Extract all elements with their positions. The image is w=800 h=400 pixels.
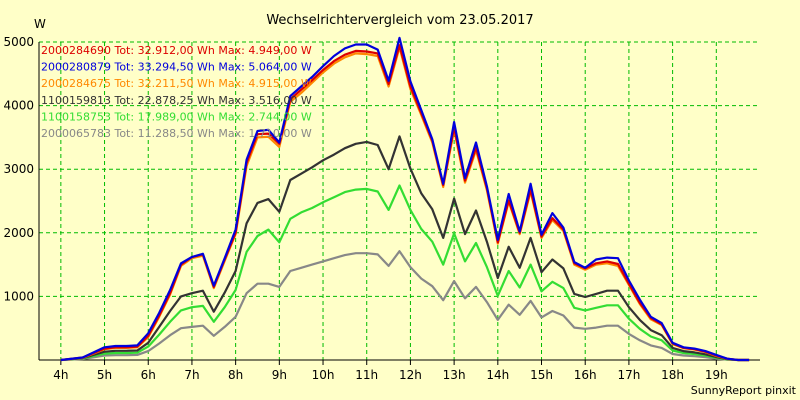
x-tick-label: 17h xyxy=(617,368,640,382)
y-tick-label: 4000 xyxy=(3,99,34,113)
series-line-2000280879 xyxy=(60,36,750,362)
x-tick-label: 10h xyxy=(312,368,335,382)
x-tick-label: 13h xyxy=(443,368,466,382)
x-tick-label: 9h xyxy=(272,368,287,382)
x-tick-label: 18h xyxy=(661,368,684,382)
legend-entry-1100159813: 1100159813 Tot: 22.878,25 Wh Max: 3.516,… xyxy=(41,94,312,107)
x-tick-label: 16h xyxy=(574,368,597,382)
series-line-1100159813 xyxy=(60,135,750,362)
x-tick-label: 19h xyxy=(705,368,728,382)
legend-entry-2000284675: 2000284675 Tot: 32.211,50 Wh Max: 4.915,… xyxy=(41,77,312,90)
legend-entry-1100158753: 1100158753 Tot: 17.989,00 Wh Max: 2.744,… xyxy=(41,110,312,123)
x-tick-label: 7h xyxy=(184,368,199,382)
x-tick-label: 15h xyxy=(530,368,553,382)
footer-credit: SunnyReport pinxit xyxy=(691,384,797,397)
axes: 1000 2000 3000 4000 5000 4h 5h 6h 7h 8h 9h 10h 11h 12… xyxy=(3,35,760,382)
x-tick-label: 4h xyxy=(53,368,68,382)
y-tick-label: 5000 xyxy=(3,35,34,49)
legend-entry-2000065783: 2000065783 Tot: 11.288,50 Wh Max: 1.710,… xyxy=(41,127,312,140)
x-tick-label: 8h xyxy=(228,368,243,382)
series-lines xyxy=(60,36,750,362)
legend: 2000284690 Tot: 32.912,00 Wh Max: 4.949,… xyxy=(41,44,312,140)
x-tick-label: 5h xyxy=(97,368,112,382)
x-tick-label: 14h xyxy=(486,368,509,382)
legend-entry-2000280879: 2000280879 Tot: 33.294,50 Wh Max: 5.064,… xyxy=(41,61,312,74)
y-tick-label: 2000 xyxy=(3,226,34,240)
y-tick-label: 1000 xyxy=(3,289,34,303)
x-tick-label: 6h xyxy=(141,368,156,382)
series-line-1100158753 xyxy=(60,184,750,362)
series-line-2000065783 xyxy=(60,250,750,362)
y-axis-unit-label: W xyxy=(34,17,46,31)
y-tick-label: 3000 xyxy=(3,162,34,176)
x-tick-label: 11h xyxy=(355,368,378,382)
legend-entry-2000284690: 2000284690 Tot: 32.912,00 Wh Max: 4.949,… xyxy=(41,44,312,57)
series-line-2000284690 xyxy=(60,44,750,362)
chart-title: Wechselrichtervergleich vom 23.05.2017 xyxy=(266,13,533,28)
x-tick-label: 12h xyxy=(399,368,422,382)
